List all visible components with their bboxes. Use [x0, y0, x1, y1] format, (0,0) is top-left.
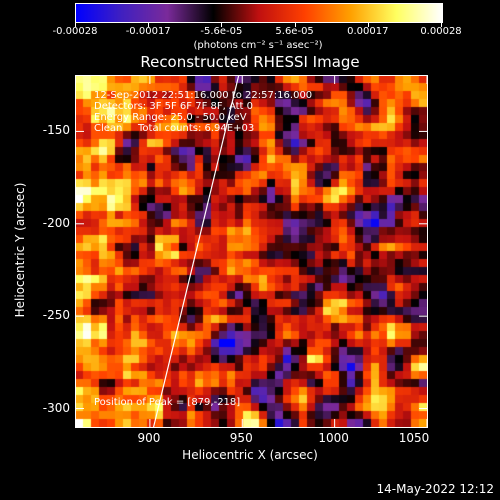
colorbar-tick: [148, 22, 150, 27]
x-tick-label: 1000: [318, 431, 349, 445]
colorbar-tick-label: -5.6e-05: [200, 26, 243, 37]
colorbar: [75, 3, 443, 23]
timestamp: 14-May-2022 12:12: [376, 482, 494, 496]
colorbar-tick-label: -0.00028: [52, 26, 98, 37]
time-range-text: 12-Sep-2012 22:51:16.000 to 22:57:16.000: [94, 90, 313, 101]
peak-position-text: Position of Peak = [879,-218]: [94, 397, 241, 408]
energy-range-text: Energy Range: 25.0 - 50.0 keV: [94, 112, 247, 123]
colorbar-tick: [367, 22, 369, 27]
colorbar-tick: [441, 22, 442, 27]
y-axis-label: Heliocentric Y (arcsec): [13, 182, 27, 318]
colorbar-tick-label: 0.00017: [347, 26, 389, 37]
colorbar-tick-label: 5.6e-05: [275, 26, 314, 37]
x-axis-label: Heliocentric X (arcsec): [182, 448, 318, 462]
colorbar-tick: [294, 22, 296, 27]
colorbar-tick: [221, 22, 223, 27]
y-tick-label: -250: [42, 308, 70, 323]
x-tick-label: 900: [137, 431, 161, 445]
colorbar-tick-label: 0.00028: [420, 26, 462, 37]
total-counts-text: Total counts: 6.94E+03: [138, 123, 255, 134]
detectors-text: Detectors: 3F 5F 6F 7F 8F, Att 0: [94, 101, 254, 112]
x-tick-label: 950: [229, 431, 253, 445]
solar-limb-line: [153, 76, 240, 427]
x-tick-label: 1050: [398, 431, 430, 445]
colorbar-tick-label: -0.00017: [125, 26, 171, 37]
y-tick-label: -150: [42, 123, 70, 138]
plot-overlay: [76, 76, 427, 427]
algorithm-text: Clean: [94, 123, 123, 134]
rhessi-image: [76, 76, 427, 427]
colorbar-tick: [75, 22, 76, 27]
y-tick-label: -200: [42, 215, 70, 230]
plot-title: Reconstructed RHESSI Image: [140, 53, 360, 71]
colorbar-units: (photons cm⁻² s⁻¹ asec⁻²): [193, 40, 323, 51]
image-plot[interactable]: 12-Sep-2012 22:51:16.000 to 22:57:16.000…: [75, 75, 428, 428]
y-tick-label: -300: [42, 400, 70, 415]
